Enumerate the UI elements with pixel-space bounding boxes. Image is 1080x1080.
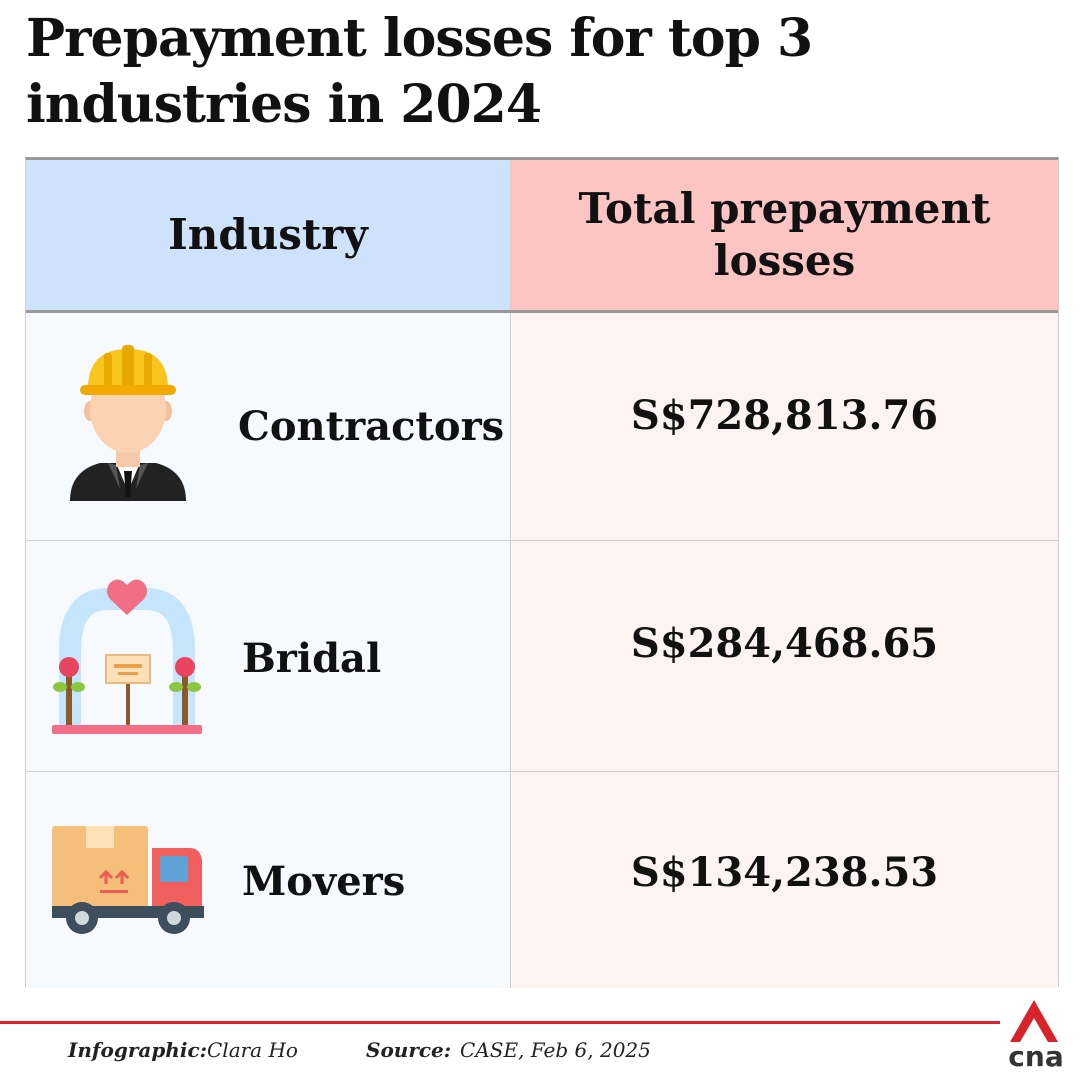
wedding-arch-icon bbox=[52, 579, 202, 734]
industry-cell: Bridal bbox=[26, 541, 510, 771]
column-header-industry: Industry bbox=[26, 160, 510, 310]
industry-name: Contractors bbox=[238, 403, 505, 450]
moving-truck-icon bbox=[52, 826, 204, 934]
footer-divider bbox=[0, 1021, 1000, 1024]
industry-cell: Movers bbox=[26, 772, 510, 988]
table-row: Contractors S$728,813.76 bbox=[26, 313, 1058, 541]
infographic-label: Infographic: bbox=[68, 1038, 208, 1062]
infographic-credit: Clara Ho bbox=[207, 1038, 298, 1062]
losses-value: S$284,468.65 bbox=[510, 541, 1058, 771]
cna-logo-icon: cna bbox=[1008, 1000, 1064, 1073]
table-row: Bridal S$284,468.65 bbox=[26, 541, 1058, 772]
industry-name: Bridal bbox=[242, 635, 382, 682]
industry-cell: Contractors bbox=[26, 313, 510, 540]
losses-value: S$728,813.76 bbox=[510, 313, 1058, 540]
page-title: Prepayment losses for top 3 industries i… bbox=[26, 8, 813, 135]
source-value: CASE, Feb 6, 2025 bbox=[460, 1038, 651, 1062]
column-header-losses: Total prepayment losses bbox=[510, 160, 1058, 310]
table-row: Movers S$134,238.53 bbox=[26, 772, 1058, 988]
losses-value: S$134,238.53 bbox=[510, 772, 1058, 988]
table-header: Industry Total prepayment losses bbox=[26, 160, 1058, 313]
losses-table: Industry Total prepayment losses bbox=[25, 157, 1059, 988]
cna-logo: cna bbox=[1004, 998, 1068, 1074]
industry-name: Movers bbox=[242, 858, 406, 905]
source-label: Source: bbox=[366, 1038, 452, 1062]
svg-text:cna: cna bbox=[1008, 1040, 1063, 1070]
construction-worker-icon bbox=[70, 345, 186, 501]
